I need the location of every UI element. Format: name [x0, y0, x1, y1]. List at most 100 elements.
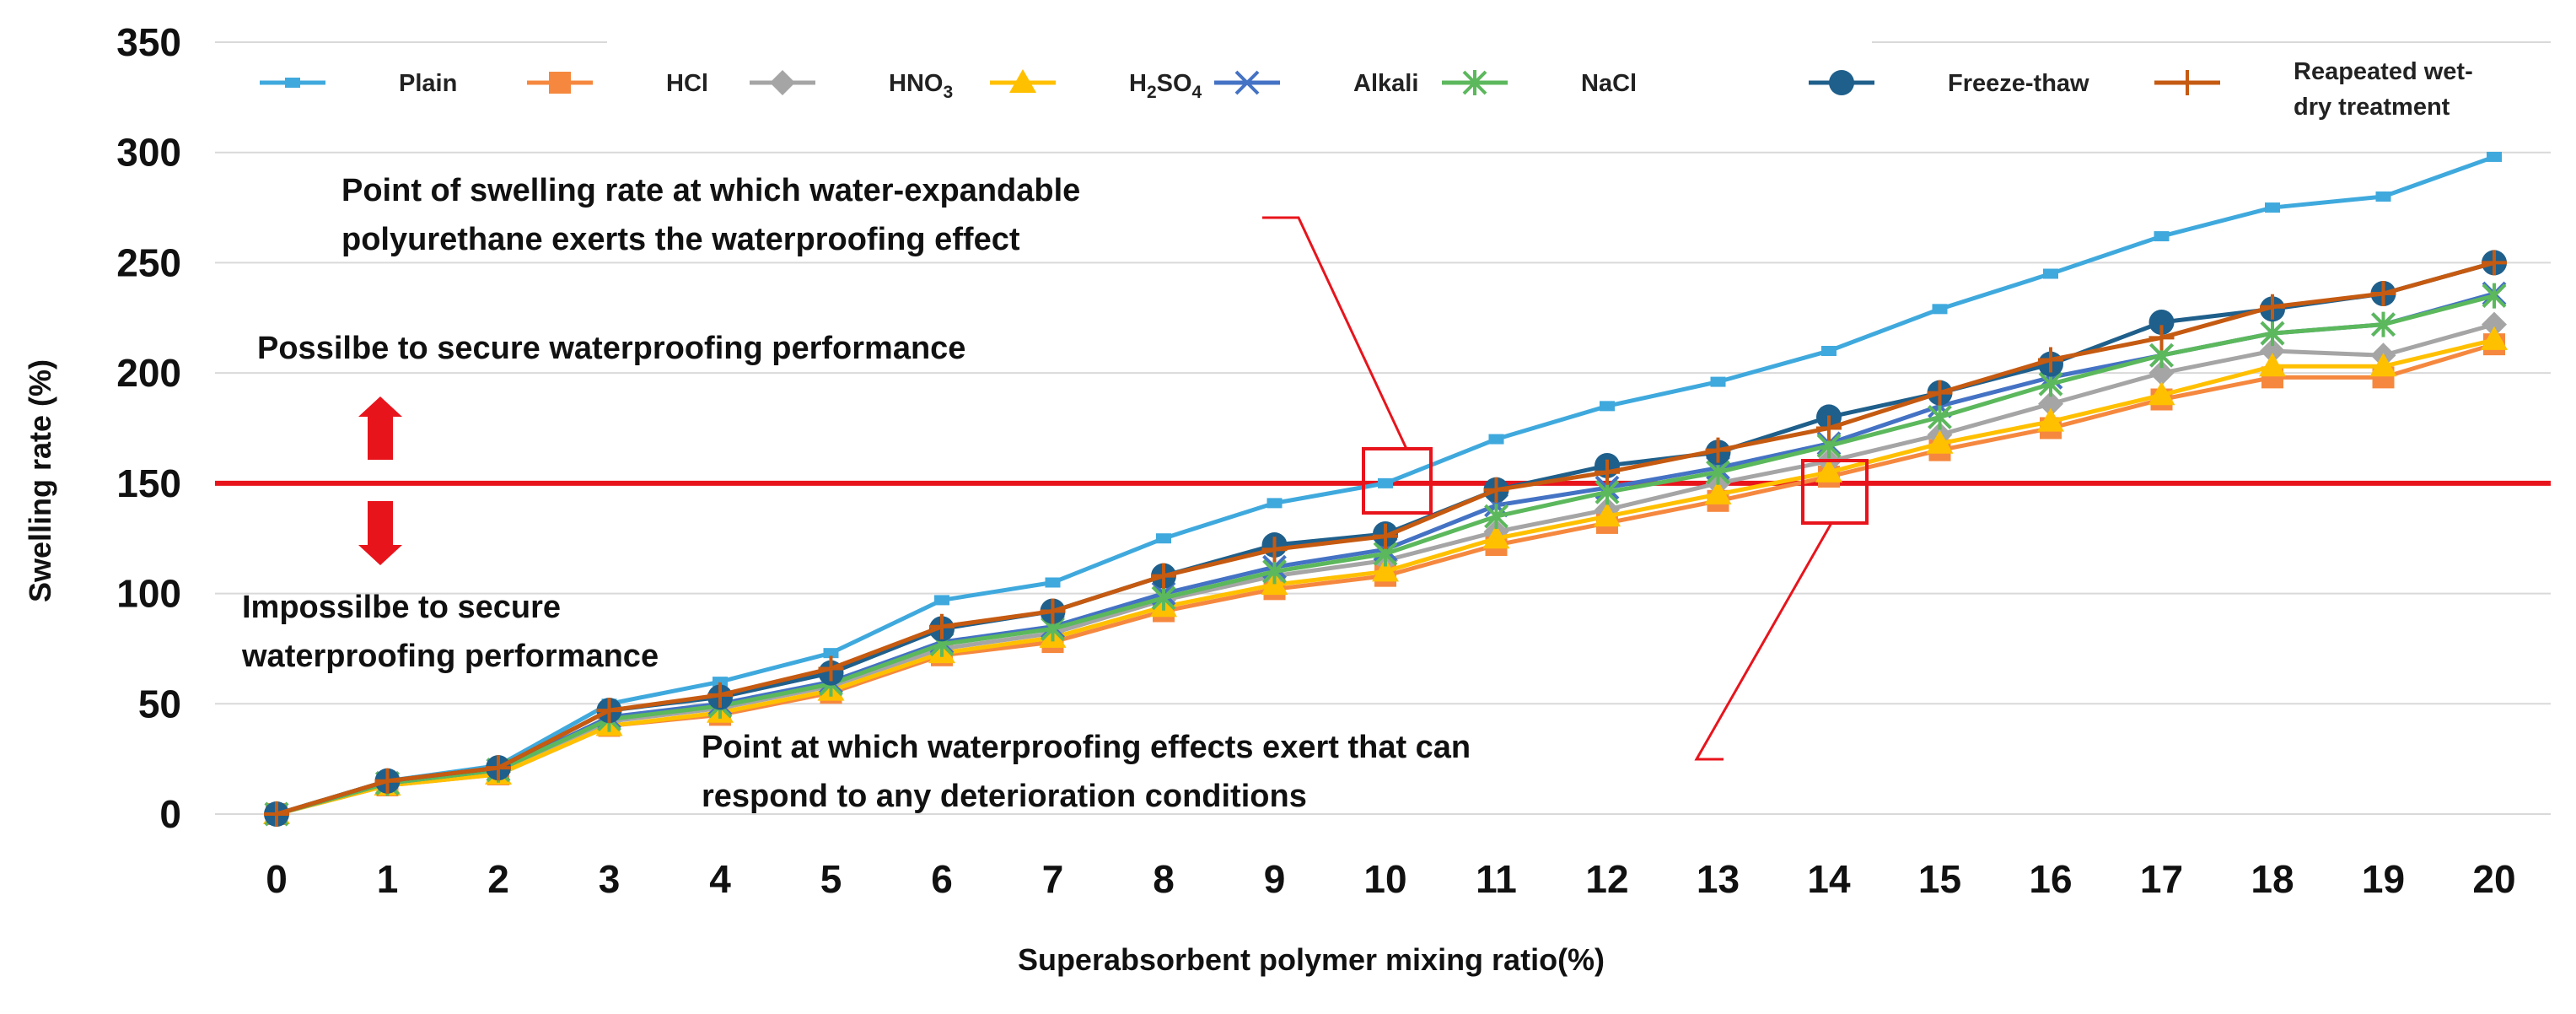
data-point-reapeated-wet: [1595, 459, 1620, 485]
data-point-reapeated-wet-shape: [1261, 537, 1288, 563]
data-point-reapeated-wet: [818, 655, 844, 682]
legend-item-reapeated-wet: Reapeated wet-dry treatment: [2154, 58, 2473, 121]
data-point-h: [1815, 458, 1842, 483]
data-point-plain: [1045, 577, 1061, 588]
legend-swatch-marker: [1234, 70, 1260, 95]
data-point-plain: [2375, 191, 2391, 202]
data-point-reapeated-wet: [1483, 477, 1509, 503]
x-tick-label: 19: [2362, 857, 2405, 901]
data-point-reapeated-wet-shape: [1040, 598, 1066, 624]
highlight-box-any-condition: [1801, 459, 1869, 525]
arrow-down-icon: [358, 501, 402, 565]
data-point-reapeated-wet-shape: [2038, 347, 2063, 373]
data-point-h: [2481, 326, 2508, 350]
data-point-nacl-shape: [2371, 311, 2396, 337]
data-point-freeze-thaw: [2148, 310, 2175, 336]
data-point-reapeated-wet: [1927, 380, 1953, 406]
data-point-reapeated-wet-shape: [2260, 294, 2285, 320]
x-tick-label: 7: [1042, 857, 1064, 901]
data-point-nacl: [1928, 404, 1952, 430]
data-point-reapeated-wet-shape: [596, 698, 622, 724]
legend-swatch-marker-shape: [549, 72, 571, 94]
data-point-plain-shape: [1710, 376, 1726, 387]
data-point-h: [2148, 381, 2175, 406]
legend-swatch-marker-shape: [1829, 70, 1854, 95]
legend-item-nacl: NaCl: [1442, 70, 1637, 97]
data-point-h-shape: [2037, 407, 2064, 432]
legend-item-freeze-thaw: Freeze-thaw: [1809, 70, 2089, 97]
legend-layer: Plain HCl HNO3 H2SO4 Alkali NaCl Freeze-thaw Re…: [260, 25, 2473, 121]
legend-label-line2: dry treatment: [2294, 94, 2450, 121]
legend-background: [607, 25, 1872, 110]
data-point-nacl: [1151, 585, 1176, 611]
data-point-plain: [2154, 231, 2170, 242]
data-point-h-shape: [2369, 353, 2397, 377]
data-point-reapeated-wet-shape: [707, 682, 733, 708]
legend-item-hcl: HCl: [527, 70, 708, 97]
y-tick-label: 100: [116, 572, 181, 616]
data-point-h: [1704, 480, 1732, 504]
x-tick-label: 12: [1585, 857, 1628, 901]
legend-label: Alkali: [1353, 70, 1418, 97]
data-point-h-shape: [2148, 381, 2175, 406]
data-point-reapeated-wet-shape: [1705, 437, 1731, 463]
x-tick-label: 11: [1476, 857, 1517, 901]
data-point-hno-shape: [2482, 311, 2507, 337]
data-point-h-shape: [2481, 326, 2508, 350]
data-point-plain-shape: [1488, 434, 1504, 445]
data-point-h: [1926, 429, 1954, 454]
data-point-nacl-shape: [1484, 504, 1508, 530]
data-point-h-shape: [1704, 480, 1732, 504]
legend-swatch-marker: [770, 70, 795, 95]
x-tick-label: 4: [709, 857, 731, 901]
data-point-reapeated-wet-shape: [2482, 250, 2507, 276]
x-tick-label: 13: [1697, 857, 1740, 901]
legend-swatch-marker: [2175, 70, 2200, 95]
y-tick-label: 300: [116, 131, 181, 175]
x-tick-label: 18: [2251, 857, 2294, 901]
leader-line-plain-point: [1262, 216, 1408, 450]
data-point-reapeated-wet-shape: [2370, 281, 2396, 307]
data-point-plain: [2265, 202, 2280, 213]
data-point-hno: [2482, 311, 2507, 337]
legend-swatch-marker: [1829, 70, 1854, 95]
data-point-reapeated-wet: [264, 801, 289, 827]
legend-label: H2SO4: [1129, 70, 1202, 102]
data-point-hno-shape: [2260, 338, 2285, 364]
data-point-reapeated-wet: [1816, 415, 1842, 441]
data-point-reapeated-wet: [2370, 281, 2396, 307]
data-point-plain-shape: [823, 648, 839, 659]
legend-swatch-marker-shape: [1462, 70, 1487, 95]
arrow-up-icon: [358, 396, 402, 460]
x-tick-label: 6: [931, 857, 953, 901]
data-point-plain: [2487, 151, 2502, 162]
data-point-reapeated-wet: [1261, 537, 1288, 563]
data-point-h-shape: [1594, 503, 1621, 527]
data-point-plain: [1600, 401, 1615, 412]
data-point-reapeated-wet: [2482, 250, 2507, 276]
data-point-hno: [2148, 360, 2175, 386]
data-point-nacl-shape: [2260, 321, 2285, 347]
data-point-plain-shape: [1045, 577, 1061, 588]
legend-label: NaCl: [1581, 70, 1637, 97]
data-point-reapeated-wet-shape: [1483, 477, 1509, 503]
data-point-hno: [2260, 338, 2285, 364]
data-point-plain: [1378, 477, 1393, 488]
annotation-plain-point-line2: polyurethane exerts the waterproofing ef…: [341, 222, 1020, 257]
data-point-reapeated-wet: [1151, 563, 1176, 589]
data-point-reapeated-wet: [1040, 598, 1066, 624]
y-axis-title: Swelling rate (%): [23, 359, 57, 602]
data-point-plain: [1488, 434, 1504, 445]
grid-layer: [215, 41, 2551, 815]
data-point-reapeated-wet-shape: [1151, 563, 1176, 589]
data-point-h-shape: [2259, 353, 2286, 377]
annotation-impossible-line2: waterproofing performance: [241, 639, 659, 674]
x-tick-label: 8: [1153, 857, 1175, 901]
data-point-reapeated-wet-shape: [374, 768, 401, 794]
data-point-reapeated-wet: [596, 698, 622, 724]
data-point-h: [1594, 503, 1621, 527]
data-point-hno: [2038, 391, 2063, 417]
legend-swatch-marker: [1462, 70, 1487, 95]
